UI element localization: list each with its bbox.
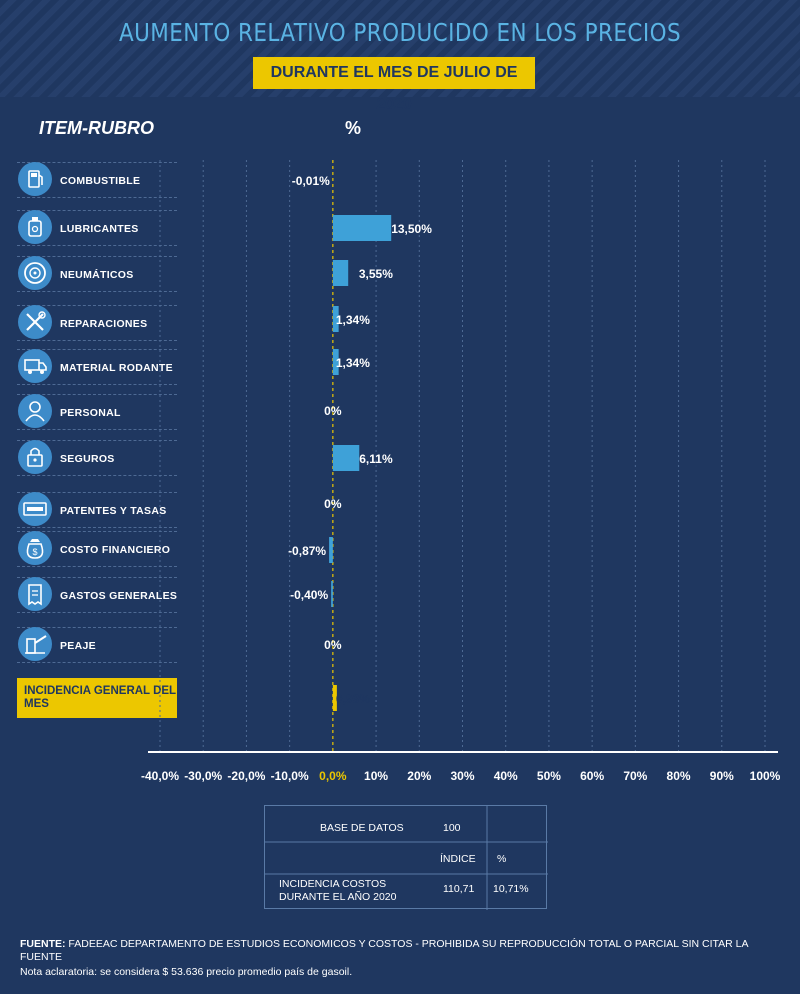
bar-value-label: 0,93% [336,692,370,706]
incidencia-costos-label: INCIDENCIA COSTOS DURANTE EL AÑO 2020 [279,878,409,904]
x-tick-label: 60% [580,769,604,783]
bar-value-label: 6,11% [359,452,393,466]
x-tick-label: 30% [450,769,474,783]
footnote: Nota aclaratoria: se considera $ 53.636 … [20,966,352,978]
bar-chart: -40,0% -30,0% -20,0% -10,0% 0,0% 10% 20% 30% 40%… [0,0,800,800]
bar [333,445,359,471]
x-tick-label: 40% [494,769,518,783]
source-text: FADEEAC DEPARTAMENTO DE ESTUDIOS ECONOMI… [20,938,748,963]
bar-value-label: 0% [324,404,342,418]
x-tick-label: 90% [710,769,734,783]
bar-value-label: 1,34% [336,313,370,327]
x-tick-label: 10% [364,769,388,783]
bar [333,260,348,286]
bar-value-label: -0,40% [290,588,328,602]
x-tick-label: -30,0% [184,769,222,783]
x-tick-label: 70% [623,769,647,783]
incidencia-percent-value: 10,71% [493,883,529,895]
indice-header: ÍNDICE [440,853,476,865]
x-tick-label: 50% [537,769,561,783]
bar-value-label: 1,34% [336,356,370,370]
x-tick-label: 0,0% [319,769,347,783]
bar-value-label: -0,87% [288,544,326,558]
bar [329,537,333,563]
bar-value-label: 3,55% [359,267,393,281]
data-table: BASE DE DATOS 100 ÍNDICE % INCIDENCIA CO… [264,805,547,909]
bar [331,581,333,607]
x-tick-label: 80% [667,769,691,783]
x-tick-label: -40,0% [141,769,179,783]
percent-header: % [497,853,506,865]
bar-value-label: 0% [324,638,342,652]
bar-value-label: -0,01% [292,174,330,188]
base-datos-label: BASE DE DATOS [320,822,404,834]
base-datos-value: 100 [443,822,461,834]
x-tick-label: 100% [750,769,781,783]
bar-value-label: 13,50% [391,222,432,236]
incidencia-indice-value: 110,71 [443,883,474,895]
x-tick-label: 20% [407,769,431,783]
x-tick-label: -20,0% [227,769,265,783]
bar-value-label: 0% [324,497,342,511]
x-tick-label: -10,0% [271,769,309,783]
source-label: FUENTE: [20,938,66,950]
source-footer: FUENTE: FADEEAC DEPARTAMENTO DE ESTUDIOS… [20,938,780,964]
bar [333,215,391,241]
